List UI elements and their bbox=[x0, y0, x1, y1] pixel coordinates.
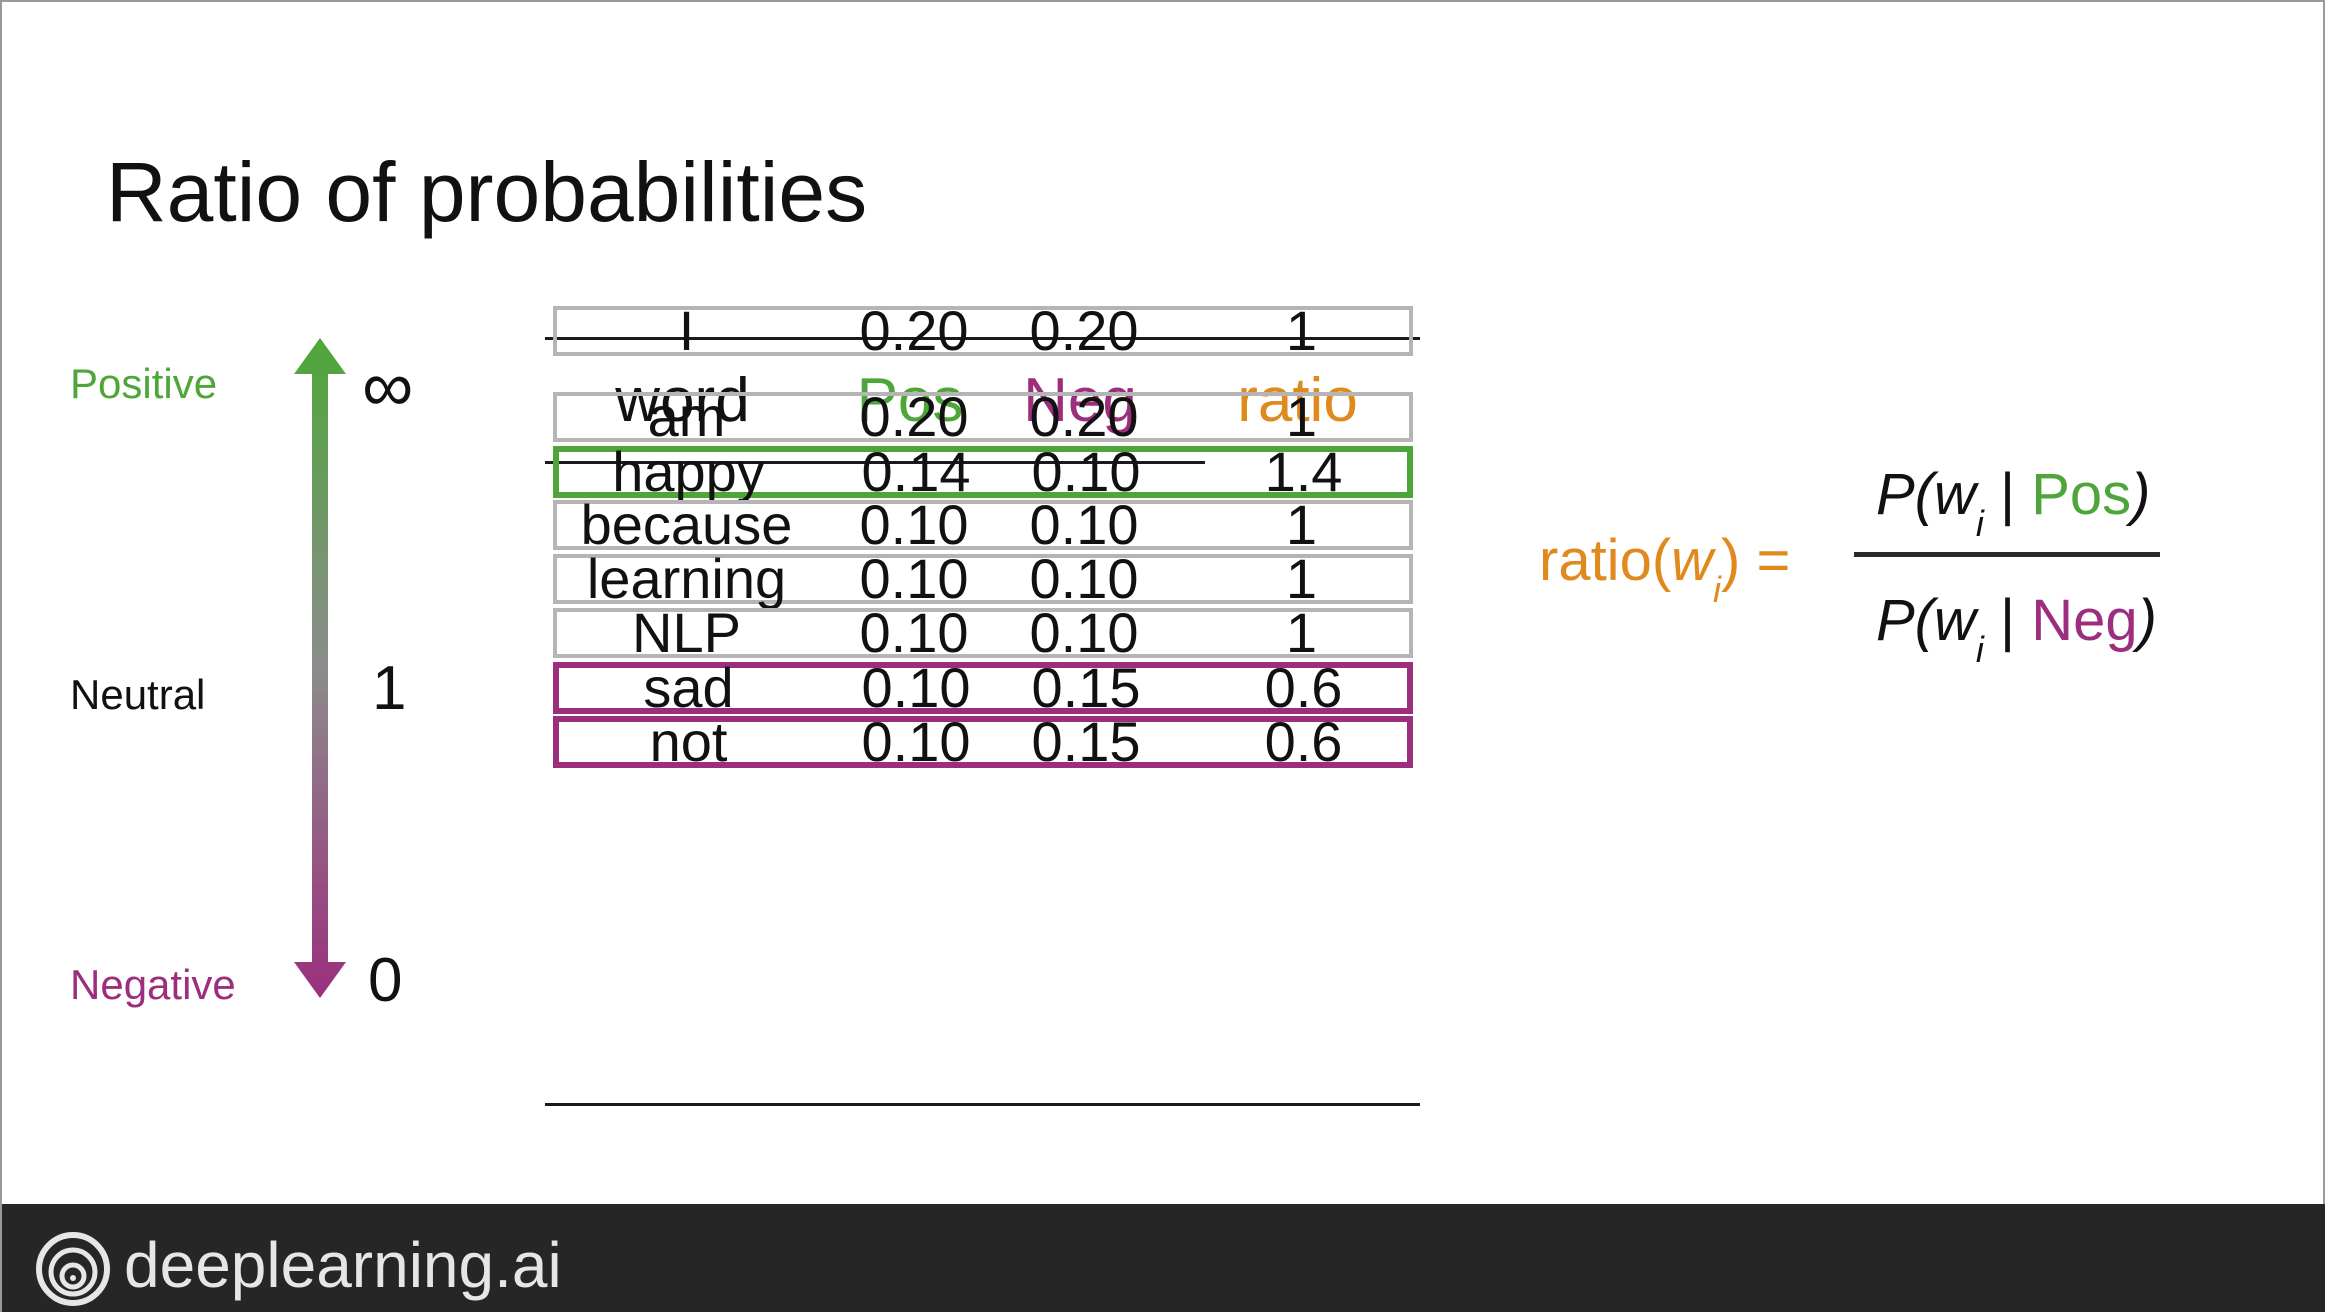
positive-label: Positive bbox=[70, 360, 218, 407]
row-pos-cell: 0.10 bbox=[861, 710, 971, 773]
row-ratio-cell: 1 bbox=[1285, 385, 1318, 448]
formula-numerator: P(wi | Pos) bbox=[1876, 460, 2151, 544]
row-ratio-cell: 1 bbox=[1285, 493, 1318, 556]
row-pos-cell: 0.14 bbox=[861, 440, 971, 503]
table-row: sad 0.10 0.15 0.6 bbox=[553, 656, 1413, 719]
infinity-value: ∞ bbox=[362, 347, 414, 427]
sentiment-gradient-arrow-icon bbox=[294, 338, 346, 998]
row-neg-cell: 0.10 bbox=[1031, 440, 1141, 503]
row-neg-cell: 0.20 bbox=[1029, 299, 1139, 362]
table-row: happy 0.14 0.10 1.4 bbox=[553, 440, 1413, 503]
row-pos-cell: 0.10 bbox=[861, 656, 971, 719]
header-pos: Pos bbox=[856, 366, 964, 435]
footer-bar: deeplearning.ai bbox=[2, 1204, 2325, 1312]
formula-lhs: ratio(wi) = bbox=[1539, 526, 1791, 610]
row-ratio-cell: 1 bbox=[1285, 601, 1318, 664]
row-word-cell: I bbox=[678, 299, 695, 362]
row-word-cell: happy bbox=[612, 440, 765, 503]
row-pos-cell: 0.10 bbox=[859, 547, 969, 610]
header-ratio: ratio bbox=[1237, 366, 1358, 435]
table-row: learning 0.10 0.10 1 bbox=[553, 547, 1413, 610]
num-close: ) bbox=[2131, 462, 2151, 527]
header-neg: Neg bbox=[1023, 366, 1137, 435]
brand-name: deeplearning.ai bbox=[124, 1229, 562, 1301]
probability-table: word Pos Neg ratio I 0.20 0.20 1 am 0.20 0.20 1… bbox=[545, 299, 1420, 1109]
negative-label: Negative bbox=[70, 961, 236, 1008]
table-header-rule bbox=[545, 461, 1205, 464]
num-prefix: P(w bbox=[1876, 462, 1976, 527]
formula-equals: = bbox=[1740, 528, 1791, 593]
header-word: word bbox=[615, 366, 750, 435]
slide-title: Ratio of probabilities bbox=[106, 145, 868, 239]
table-row: I 0.20 0.20 1 bbox=[553, 299, 1413, 362]
formula-ratio-close: ) bbox=[1721, 528, 1741, 593]
deeplearning-logo-icon bbox=[36, 1232, 110, 1306]
formula-ratio-sub: i bbox=[1713, 569, 1722, 610]
table-row: am 0.20 0.20 1 bbox=[553, 385, 1413, 448]
table-row: not 0.10 0.15 0.6 bbox=[553, 710, 1413, 773]
table-bottom-rule bbox=[545, 1103, 1420, 1106]
den-close: ) bbox=[2137, 588, 2157, 653]
table-top-rule bbox=[545, 337, 1420, 340]
den-bar: | bbox=[1983, 588, 2032, 653]
row-ratio-cell: 1 bbox=[1285, 547, 1318, 610]
row-pos-cell: 0.20 bbox=[859, 385, 969, 448]
table-row: because 0.10 0.10 1 bbox=[553, 493, 1413, 556]
row-neg-cell: 0.15 bbox=[1031, 656, 1141, 719]
row-neg-cell: 0.10 bbox=[1029, 547, 1139, 610]
fraction-bar bbox=[1854, 552, 2160, 557]
num-class: Pos bbox=[2031, 462, 2132, 527]
row-ratio-cell: 0.6 bbox=[1264, 656, 1343, 719]
den-sub: i bbox=[1975, 629, 1984, 670]
row-pos-cell: 0.10 bbox=[859, 601, 969, 664]
row-ratio-cell: 1.4 bbox=[1264, 440, 1343, 503]
num-sub: i bbox=[1975, 503, 1984, 544]
row-ratio-cell: 1 bbox=[1285, 299, 1318, 362]
zero-value: 0 bbox=[368, 946, 403, 1015]
den-prefix: P(w bbox=[1876, 588, 1976, 653]
formula-ratio-func: ratio( bbox=[1539, 528, 1672, 593]
neutral-label: Neutral bbox=[70, 671, 206, 718]
row-word-cell: NLP bbox=[632, 601, 741, 664]
row-word-cell: because bbox=[580, 493, 793, 556]
row-word-cell: am bbox=[647, 385, 726, 448]
row-ratio-cell: 0.6 bbox=[1264, 710, 1343, 773]
formula-ratio-var: w bbox=[1671, 528, 1714, 593]
row-neg-cell: 0.15 bbox=[1031, 710, 1141, 773]
row-word-cell: not bbox=[649, 710, 728, 773]
row-word-cell: learning bbox=[586, 547, 787, 610]
table-row: NLP 0.10 0.10 1 bbox=[553, 601, 1413, 664]
row-neg-cell: 0.10 bbox=[1029, 601, 1139, 664]
one-value: 1 bbox=[372, 654, 407, 723]
row-neg-cell: 0.20 bbox=[1029, 385, 1139, 448]
row-neg-cell: 0.10 bbox=[1029, 493, 1139, 556]
row-pos-cell: 0.20 bbox=[859, 299, 969, 362]
den-class: Neg bbox=[2031, 588, 2138, 653]
row-word-cell: sad bbox=[643, 656, 734, 719]
num-bar: | bbox=[1983, 462, 2032, 527]
row-pos-cell: 0.10 bbox=[859, 493, 969, 556]
formula-denominator: P(wi | Neg) bbox=[1876, 586, 2157, 670]
